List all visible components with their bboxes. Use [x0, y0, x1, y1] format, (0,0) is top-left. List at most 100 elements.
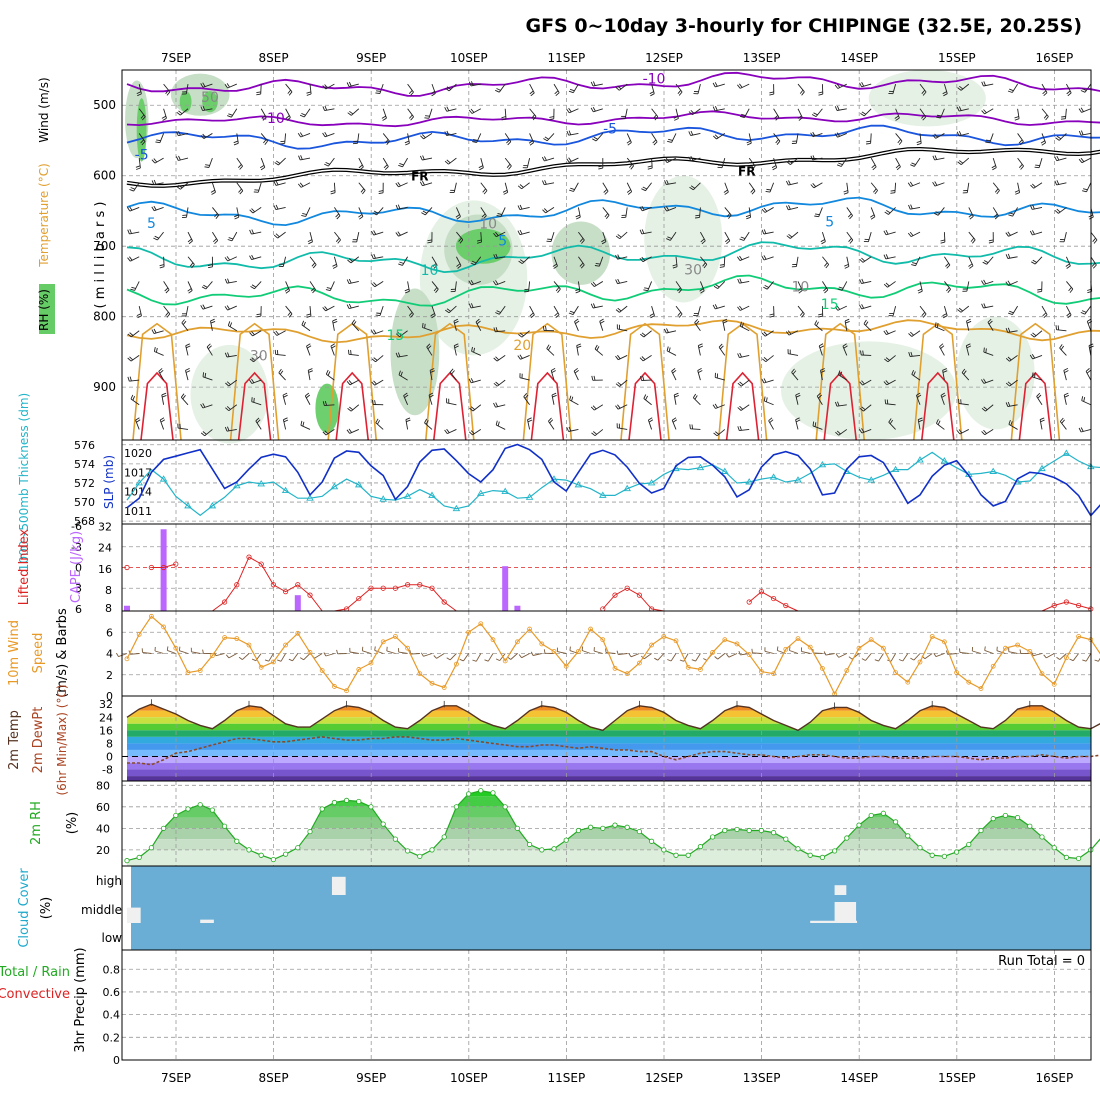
wind-barb-feather — [360, 188, 365, 193]
wind-barb — [129, 231, 140, 235]
wind-barb — [135, 419, 140, 430]
wind-barb — [504, 182, 509, 193]
wind-speed-marker — [990, 663, 996, 669]
rh2m-marker — [1027, 823, 1033, 829]
wind-barb — [423, 133, 433, 140]
wind-barb — [138, 108, 146, 117]
wind-barb-feather — [671, 417, 677, 421]
wind-barb-feather — [910, 164, 915, 167]
wind-barb-feather — [769, 315, 775, 318]
wind-barb-feather — [519, 204, 523, 210]
thickness-tick-label: 570 — [74, 496, 95, 509]
wind-speed-marker — [551, 648, 557, 654]
wind-barb-feather — [812, 155, 816, 160]
wind-barb-feather — [910, 351, 913, 357]
lifted-index-marker — [746, 599, 752, 605]
wind-speed-marker — [344, 688, 350, 694]
wind-barb-feather — [346, 82, 350, 87]
rh2m-marker — [587, 824, 594, 830]
wind-barb-feather — [796, 394, 801, 398]
wind-barb — [618, 355, 628, 361]
wind-barb-feather — [549, 419, 554, 424]
wind-speed-marker — [136, 631, 142, 637]
wind-barb — [888, 421, 896, 430]
wind-barb-feather — [519, 259, 525, 263]
wind-barb-feather — [324, 400, 328, 406]
wind-barb-feather — [1008, 312, 1013, 316]
wind-barb-feather — [501, 118, 507, 121]
wind-barb — [986, 256, 994, 265]
wind-barb — [822, 281, 829, 291]
wind-barb — [694, 322, 701, 332]
thickness-marker — [867, 476, 875, 483]
wind-barb — [790, 157, 799, 165]
wind-barb — [324, 108, 335, 112]
wind-barb — [863, 404, 872, 412]
wind-barb-feather — [837, 370, 841, 375]
rh2m-marker — [844, 835, 850, 841]
wind-barb-feather — [135, 165, 141, 168]
wind-speed-marker — [197, 668, 203, 673]
ylabel-lifted-index: Lifted Index — [17, 528, 32, 605]
isotherm-orange-loop — [717, 322, 768, 441]
wind-barb — [862, 379, 872, 386]
wind-barb-feather — [544, 180, 547, 185]
ylabel-millibars: ( m i l l i b a r s ) — [93, 202, 108, 309]
wind-barb — [185, 306, 189, 316]
wind-barb-feather — [433, 655, 437, 659]
wind-barb-feather — [306, 313, 311, 316]
wind-barb-feather — [1014, 116, 1019, 119]
wind-barb — [251, 379, 262, 384]
wind-barb-feather — [764, 285, 769, 288]
wind-barb-feather — [495, 89, 500, 93]
wind-barb — [1008, 424, 1018, 430]
contour-label: 10 — [479, 217, 497, 233]
wind-barb-feather — [842, 343, 847, 347]
wind-barb-feather — [300, 420, 303, 426]
wind-barb-feather — [667, 236, 672, 239]
wind-barb-feather — [127, 376, 130, 382]
isotherm-line — [126, 241, 1100, 274]
wind-barb-feather — [249, 379, 253, 384]
wind-barb-feather — [956, 430, 961, 435]
wind-barb-feather — [275, 180, 279, 186]
wind-barb-feather — [527, 419, 533, 423]
wind-barb — [788, 182, 799, 186]
wind-barb-feather — [349, 110, 354, 115]
isotherm-line — [126, 319, 1100, 344]
wind-barb-feather — [719, 345, 724, 350]
wind-barb-feather — [810, 184, 815, 189]
wind-barb-feather — [202, 82, 206, 87]
ylabel-wind: Wind (m/s) — [37, 77, 51, 142]
wind-barb-feather — [641, 188, 646, 192]
wind-barb-feather — [769, 91, 774, 94]
wind-barb — [349, 379, 360, 386]
wind-barb — [996, 650, 1006, 654]
wind-barb — [602, 207, 610, 216]
wind-barb — [910, 354, 921, 357]
wind-barb — [154, 157, 164, 164]
rh2m-marker — [673, 852, 679, 858]
wind-barb-feather — [127, 229, 130, 235]
wind-barb-feather — [690, 185, 696, 189]
wind-barb-feather — [579, 262, 584, 267]
wind-barb-feather — [568, 90, 574, 94]
wind-barb-feather — [566, 427, 570, 432]
wind-barb-feather — [667, 140, 672, 143]
wind-barb-feather — [575, 214, 581, 218]
day-label-bottom: 13SEP — [743, 1071, 781, 1085]
wind-barb — [309, 281, 316, 290]
wind-barb — [965, 345, 970, 356]
wind-barb-feather — [818, 343, 824, 347]
wind-speed-marker — [722, 637, 728, 643]
wind-barb-feather — [455, 214, 460, 218]
wind-barb-feather — [347, 408, 352, 412]
wind-barb — [815, 108, 823, 117]
wind-barb — [242, 653, 250, 660]
isotherm-red-loop — [530, 371, 565, 441]
wind-barb-feather — [959, 160, 964, 164]
wind-barb-feather — [983, 109, 987, 114]
wind-barb-feather — [141, 141, 146, 146]
day-label-top: 8SEP — [259, 51, 289, 65]
wind-barb-feather — [909, 331, 914, 336]
